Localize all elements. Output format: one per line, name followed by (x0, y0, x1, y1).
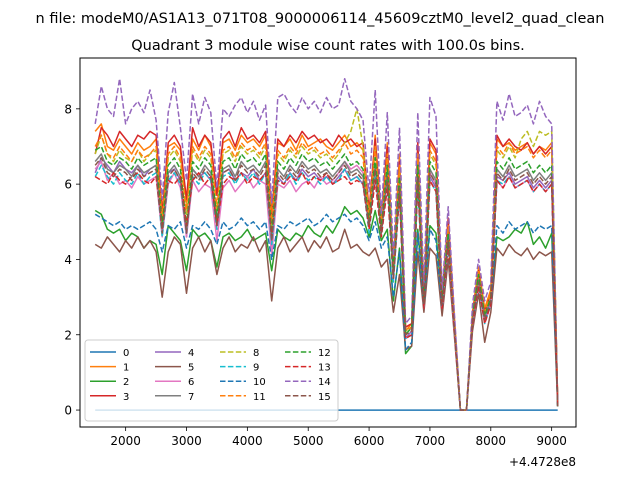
y-tick-label: 2 (64, 328, 72, 342)
series-layer (94, 77, 559, 411)
chart-suptitle: n file: modeM0/AS1A13_071T08_9000006114_… (36, 11, 605, 27)
series-line-10 (94, 213, 559, 411)
legend-label-4: 4 (188, 348, 194, 359)
y-tick-label: 8 (64, 102, 72, 116)
y-tick-label: 4 (64, 253, 72, 267)
x-tick-label: 2000 (110, 434, 141, 448)
x-tick-label: 6000 (354, 434, 385, 448)
x-tick-label: 4000 (232, 434, 263, 448)
series-line-12 (94, 145, 559, 411)
x-offset-text: +4.4728e8 (509, 455, 576, 469)
legend-label-10: 10 (253, 377, 266, 388)
chart-title: Quadrant 3 module wise count rates with … (131, 38, 525, 54)
legend-label-8: 8 (253, 348, 259, 359)
axis-layer: 2000 3000 4000 5000 6000 7000 8000 9000 0 2 4 6 8 (64, 102, 567, 448)
legend-label-7: 7 (188, 392, 194, 403)
y-tick-label: 6 (64, 178, 72, 192)
legend-label-0: 0 (123, 348, 129, 359)
y-tick-label: 0 (64, 404, 72, 418)
legend-label-11: 11 (253, 392, 266, 403)
legend-label-13: 13 (318, 363, 331, 374)
series-line-5 (94, 228, 559, 411)
x-tick-label: 8000 (476, 434, 507, 448)
legend-label-12: 12 (318, 348, 331, 359)
x-tick-label: 7000 (415, 434, 446, 448)
legend-label-6: 6 (188, 377, 194, 388)
legend-frame (84, 339, 339, 422)
x-tick-label: 9000 (536, 434, 567, 448)
x-tick-label: 3000 (171, 434, 202, 448)
legend-label-5: 5 (188, 363, 194, 374)
legend-label-9: 9 (253, 363, 259, 374)
series-line-11 (94, 134, 559, 411)
x-tick-label: 5000 (293, 434, 324, 448)
plot-frame (79, 57, 577, 428)
legend-label-15: 15 (318, 392, 331, 403)
series-line-15 (94, 157, 559, 411)
legend-label-2: 2 (123, 377, 129, 388)
legend-label-3: 3 (123, 392, 129, 403)
legend-label-1: 1 (123, 363, 129, 374)
legend-label-14: 14 (318, 377, 331, 388)
series-line-14 (94, 77, 559, 411)
